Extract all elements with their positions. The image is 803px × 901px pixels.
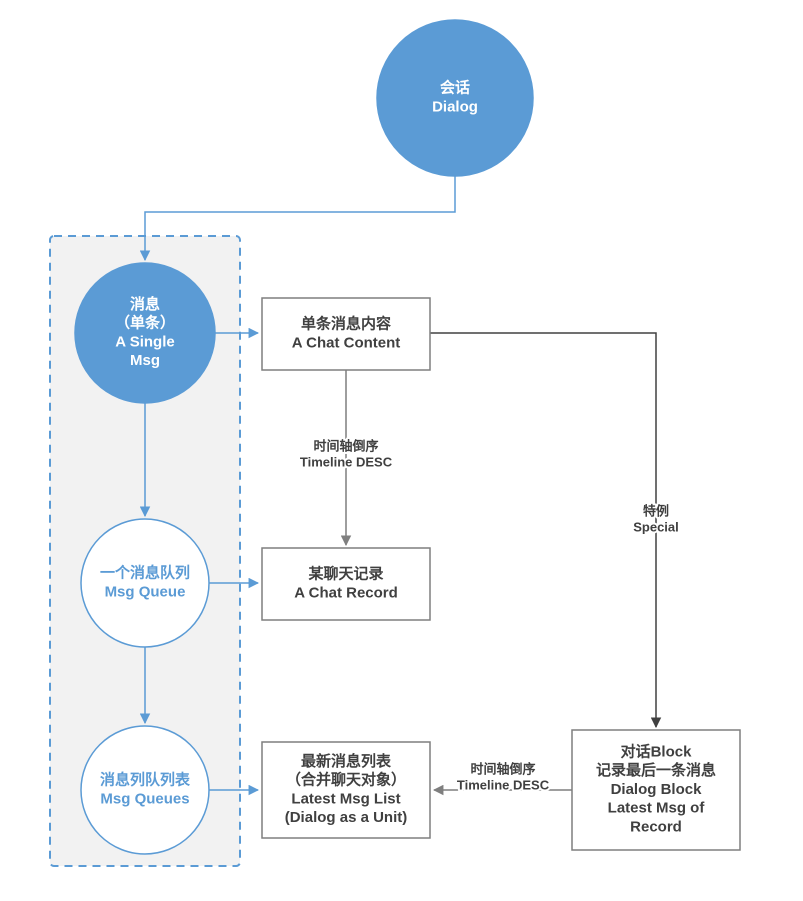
node-latestMsgList: 最新消息列表（合并聊天对象）Latest Msg List (Dialog as …	[262, 742, 430, 838]
node-text-line: A Single	[115, 333, 174, 350]
node-singleMsg: 消息（单条）A Single Msg	[75, 263, 215, 403]
diagram-root: 会话Dialog消息（单条）A SingleMsg一个消息队列Msg Queue…	[0, 0, 803, 901]
node-text-line: Dialog Block	[611, 781, 703, 798]
node-msgQueue: 一个消息队列Msg Queue	[81, 519, 209, 647]
node-text-line: 最新消息列表	[301, 752, 392, 770]
edge-label-line: Timeline DESC	[300, 455, 393, 470]
node-text-line: Latest Msg of	[608, 800, 706, 817]
node-text-line: 记录最后一条消息	[596, 761, 716, 779]
node-text-line: Record	[630, 818, 682, 835]
node-msgQueues: 消息列队列表Msg Queues	[81, 726, 209, 854]
node-text-line: (Dialog as a Unit)	[285, 809, 408, 826]
node-text-line: 单条消息内容	[301, 315, 391, 333]
node-text-line: 对话Block	[621, 742, 693, 760]
edge-label-line: 时间轴倒序	[470, 761, 535, 776]
edge-label-line: Timeline DESC	[457, 778, 550, 793]
node-text-line: Msg Queues	[100, 790, 189, 807]
node-chatRecord: 某聊天记录A Chat Record	[262, 548, 430, 620]
node-text-line: 一个消息队列	[100, 564, 190, 582]
edge-label-line: 时间轴倒序	[313, 438, 378, 453]
node-text-line: Dialog	[432, 98, 478, 115]
node-text-line: Msg	[130, 352, 160, 369]
node-dialogBlock: 对话Block记录最后一条消息 Dialog Block Latest Msg of…	[572, 730, 740, 850]
node-text-line: 消息	[130, 295, 160, 313]
edge-label-line: Special	[633, 520, 679, 535]
edge-label-line: 特例	[643, 503, 669, 518]
node-text-line: A Chat Record	[294, 584, 398, 601]
node-text-line: Msg Queue	[105, 583, 186, 600]
node-text-line: 消息列队列表	[100, 771, 191, 789]
node-dialog: 会话Dialog	[377, 20, 533, 176]
node-text-line: （单条）	[115, 314, 175, 332]
node-chatContent: 单条消息内容A Chat Content	[262, 298, 430, 370]
node-text-line: A Chat Content	[292, 334, 401, 351]
node-text-line: （合并聊天对象）	[286, 771, 406, 789]
node-text-line: 会话	[440, 79, 470, 97]
node-text-line: 某聊天记录	[308, 565, 383, 583]
node-text-line: Latest Msg List	[291, 790, 400, 807]
